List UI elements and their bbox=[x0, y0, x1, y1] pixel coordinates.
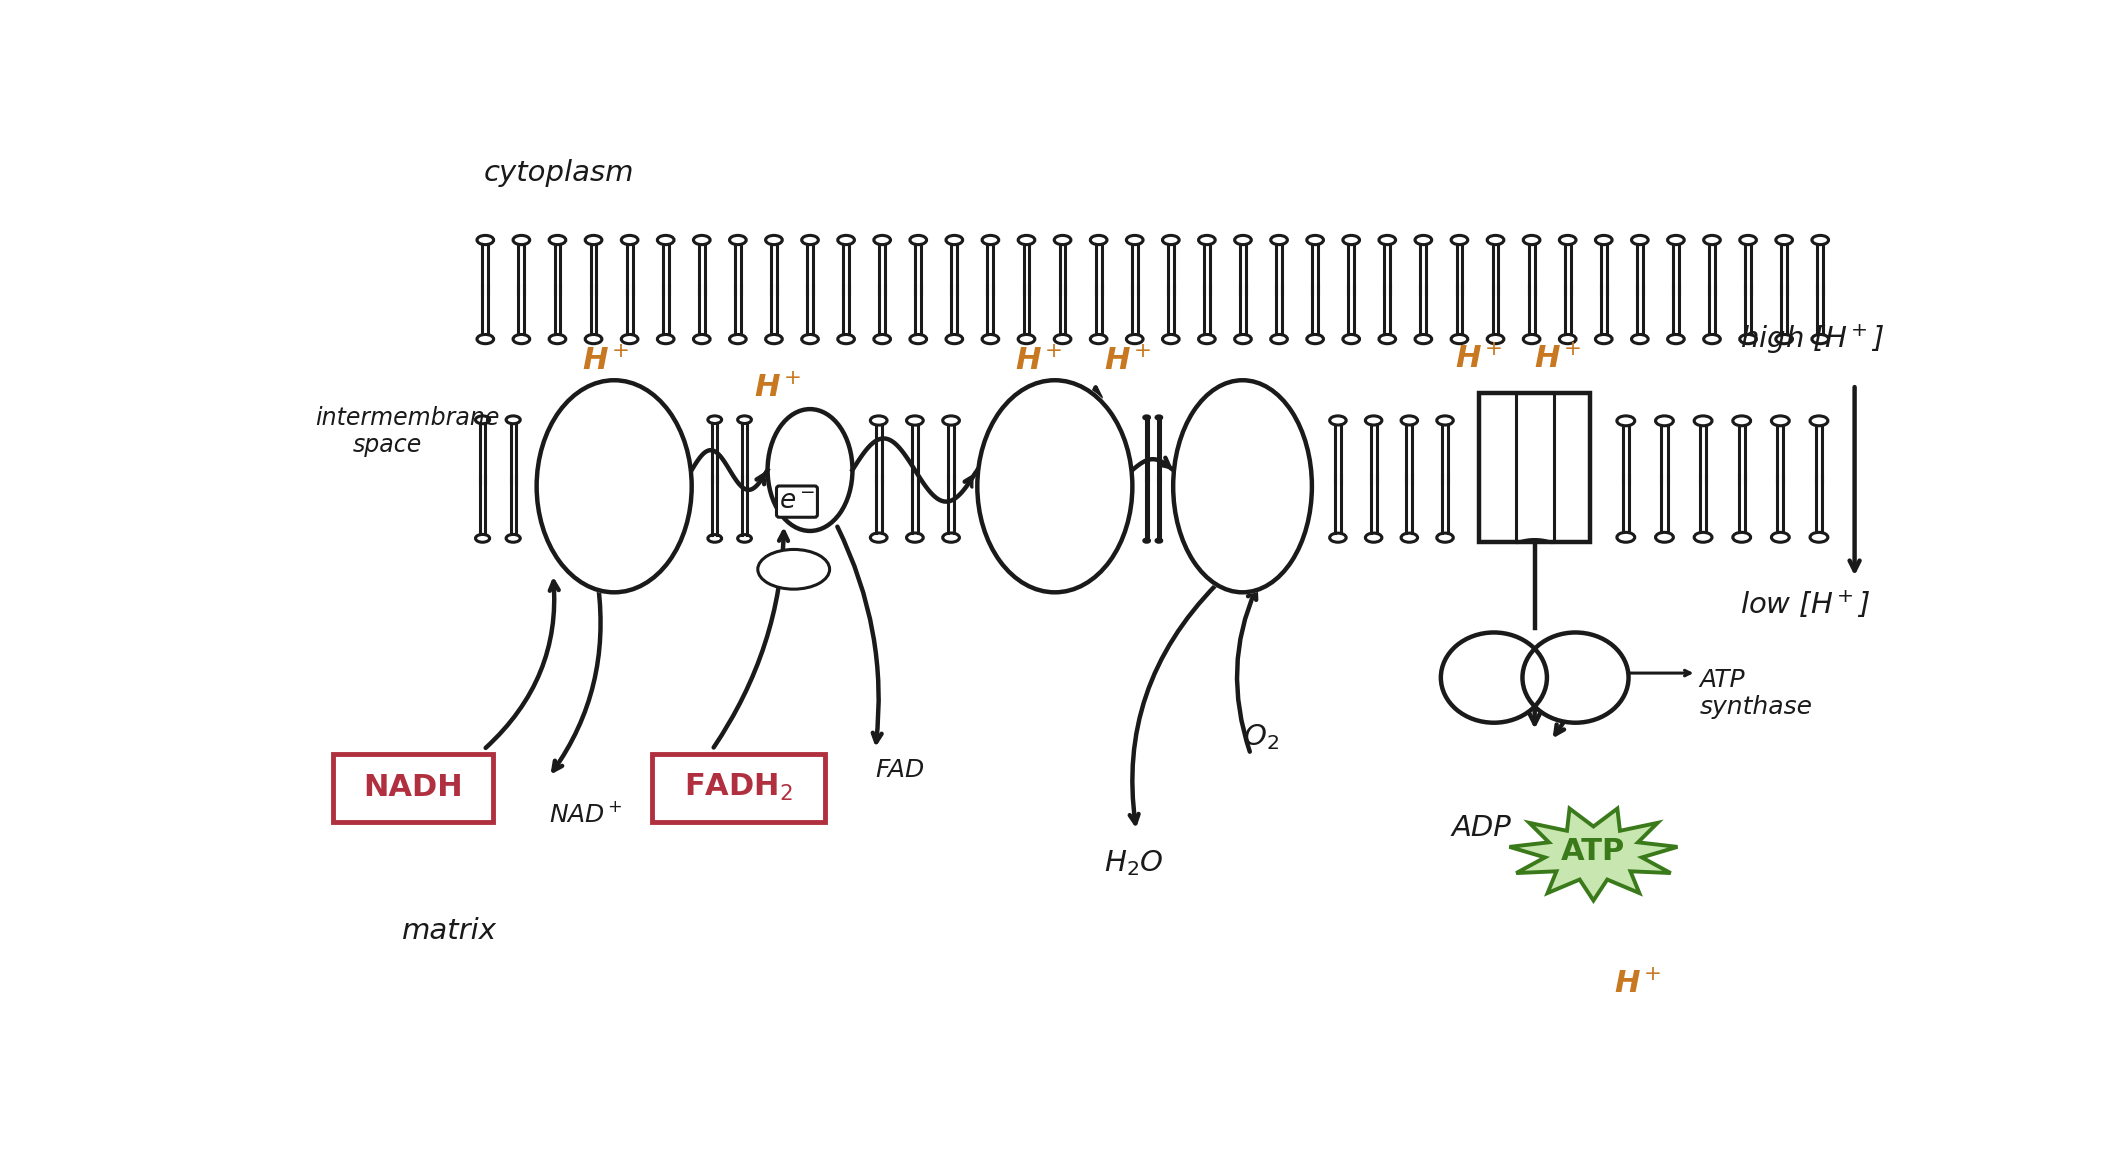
Ellipse shape bbox=[764, 408, 855, 532]
Text: cytoplasm: cytoplasm bbox=[484, 159, 634, 188]
Ellipse shape bbox=[973, 379, 1137, 594]
Text: ATP: ATP bbox=[1561, 837, 1626, 866]
Text: NADH: NADH bbox=[364, 774, 463, 802]
Text: H$^+$: H$^+$ bbox=[1104, 347, 1152, 376]
Text: synthase: synthase bbox=[1700, 695, 1813, 718]
Text: intermembrane: intermembrane bbox=[316, 406, 499, 430]
Text: H$_2$O: H$_2$O bbox=[1104, 849, 1163, 879]
Text: ADP: ADP bbox=[1451, 813, 1512, 841]
Text: H$^+$: H$^+$ bbox=[581, 347, 630, 376]
Text: ATP: ATP bbox=[1700, 668, 1746, 691]
Text: matrix: matrix bbox=[402, 918, 497, 946]
Text: low [H$^+$]: low [H$^+$] bbox=[1740, 588, 1870, 620]
Text: NAD$^+$: NAD$^+$ bbox=[550, 802, 623, 827]
Text: H$^+$: H$^+$ bbox=[1613, 969, 1662, 999]
Ellipse shape bbox=[533, 379, 695, 594]
Text: H$^+$: H$^+$ bbox=[754, 374, 800, 403]
FancyBboxPatch shape bbox=[651, 755, 826, 822]
Polygon shape bbox=[1510, 809, 1678, 900]
Text: e$^-$: e$^-$ bbox=[607, 505, 649, 536]
Text: space: space bbox=[354, 432, 423, 457]
Bar bbox=[1476, 391, 1594, 544]
Text: H$^+$: H$^+$ bbox=[1533, 345, 1582, 374]
Text: FAD: FAD bbox=[876, 758, 925, 782]
Text: FADH$_2$: FADH$_2$ bbox=[684, 772, 792, 803]
Text: high [H$^+$]: high [H$^+$] bbox=[1740, 322, 1885, 356]
Ellipse shape bbox=[1441, 633, 1548, 723]
Ellipse shape bbox=[1523, 633, 1628, 723]
Ellipse shape bbox=[1169, 379, 1316, 594]
Text: O$_2$: O$_2$ bbox=[1243, 722, 1278, 752]
Text: H$^+$: H$^+$ bbox=[1455, 345, 1504, 374]
Text: e$^-$: e$^-$ bbox=[779, 489, 815, 515]
Text: H$^+$: H$^+$ bbox=[1015, 347, 1061, 376]
Circle shape bbox=[758, 550, 830, 590]
Bar bbox=[1478, 394, 1590, 543]
FancyBboxPatch shape bbox=[333, 755, 493, 822]
